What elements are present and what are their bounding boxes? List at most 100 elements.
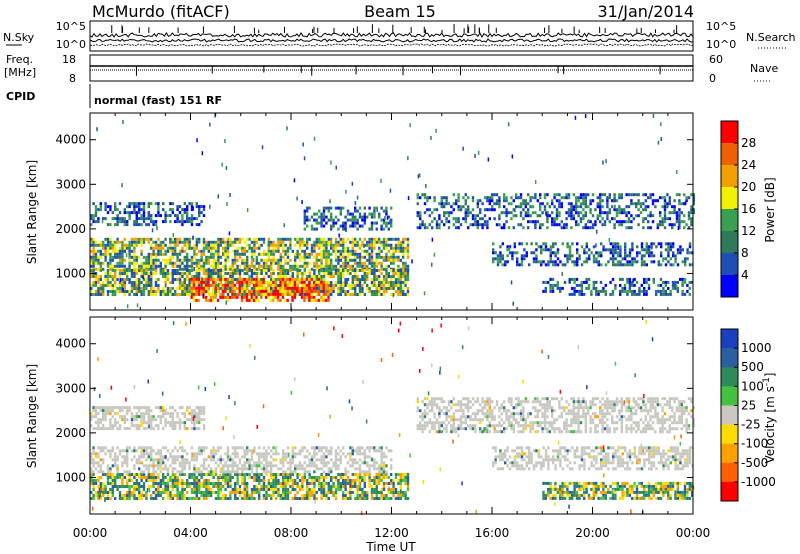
power-cell (601, 217, 604, 221)
power-cell (361, 215, 364, 219)
velocity-cell (397, 497, 400, 500)
power-cell (109, 290, 112, 293)
power-cell (358, 215, 362, 219)
power-cell (534, 220, 537, 224)
power-cell (573, 289, 576, 293)
power-cell (195, 275, 198, 278)
velocity-cell (219, 497, 222, 500)
velocity-cell (193, 491, 196, 494)
power-cell (378, 284, 381, 287)
power-cell (176, 258, 179, 262)
power-cell (152, 240, 155, 244)
velocity-cell (92, 473, 95, 476)
velocity-cell (118, 452, 122, 456)
power-colorbar-swatch (721, 187, 738, 210)
velocity-cell (219, 446, 222, 450)
power-cell (313, 278, 316, 281)
velocity-cell (164, 485, 167, 488)
power-cell (476, 202, 479, 206)
power-cell (246, 237, 249, 241)
power-cell (626, 289, 629, 293)
velocity-cell (375, 482, 378, 485)
power-cell (310, 227, 314, 231)
power-cell (123, 243, 126, 247)
power-cell (164, 293, 167, 296)
power-cell (644, 217, 647, 221)
power-cell (255, 240, 258, 244)
power-cell (306, 252, 309, 256)
power-cell (270, 290, 273, 293)
power-cell (150, 255, 153, 259)
power-cell (238, 272, 242, 275)
velocity-cell (162, 455, 165, 459)
power-speckle (96, 127, 98, 132)
power-cell (337, 278, 340, 281)
velocity-cell (214, 497, 218, 500)
power-cell (157, 211, 160, 215)
power-cell (464, 199, 467, 203)
power-cell (471, 196, 475, 200)
power-cell (597, 263, 600, 267)
power-cell (330, 293, 333, 296)
nsky-panel: N.Sky 10^5 10^0 10^5 10^0 N.Search (3, 20, 796, 52)
power-cell (354, 237, 357, 241)
power-cell (637, 193, 640, 197)
power-cell (539, 196, 542, 200)
velocity-cell (217, 488, 220, 491)
velocity-cell (138, 458, 141, 462)
power-cell (231, 240, 234, 244)
power-cell (265, 264, 268, 268)
velocity-cell (339, 476, 342, 479)
power-cell (366, 252, 369, 256)
power-cell (334, 272, 338, 275)
power-cell (608, 211, 611, 215)
power-cell (250, 246, 254, 250)
power-cell (140, 249, 143, 253)
power-cell (471, 217, 475, 221)
power-cell (553, 220, 556, 224)
power-cell (192, 286, 196, 290)
power-cell (224, 295, 227, 299)
power-cell (522, 199, 525, 203)
power-cell (469, 211, 472, 215)
velocity-cell (135, 449, 138, 453)
velocity-cell (224, 497, 227, 500)
power-cell (183, 284, 186, 287)
velocity-cell (402, 473, 405, 476)
power-cell (306, 218, 309, 222)
velocity-cell (277, 494, 280, 497)
power-cell (392, 287, 395, 290)
power-cell (507, 211, 511, 215)
power-cell (349, 287, 352, 290)
power-cell (599, 289, 603, 293)
velocity-cell (277, 488, 280, 491)
power-cell (643, 292, 646, 296)
power-cell (640, 245, 644, 249)
power-cell (176, 269, 179, 272)
velocity-cell (370, 497, 374, 500)
power-cell (573, 277, 576, 281)
power-cell (116, 287, 119, 290)
velocity-cell (176, 494, 179, 497)
velocity-cell (183, 494, 186, 497)
velocity-cell (111, 488, 114, 491)
power-cell (94, 284, 98, 287)
power-cell (416, 211, 419, 215)
power-cell (293, 292, 297, 296)
velocity-cell (126, 449, 129, 453)
velocity-cell (349, 488, 352, 491)
power-cell (650, 242, 653, 246)
power-cell (363, 249, 366, 253)
power-cell (325, 264, 328, 268)
power-cell (452, 202, 455, 206)
power-cell (373, 240, 376, 244)
power-cell (300, 289, 304, 293)
velocity-cell (210, 473, 213, 476)
power-cell (190, 293, 194, 296)
velocity-cell (334, 491, 338, 494)
power-cell (123, 278, 126, 281)
power-speckle (296, 196, 298, 201)
power-cell (116, 214, 119, 218)
power-cell (171, 264, 174, 268)
power-cell (226, 290, 230, 293)
